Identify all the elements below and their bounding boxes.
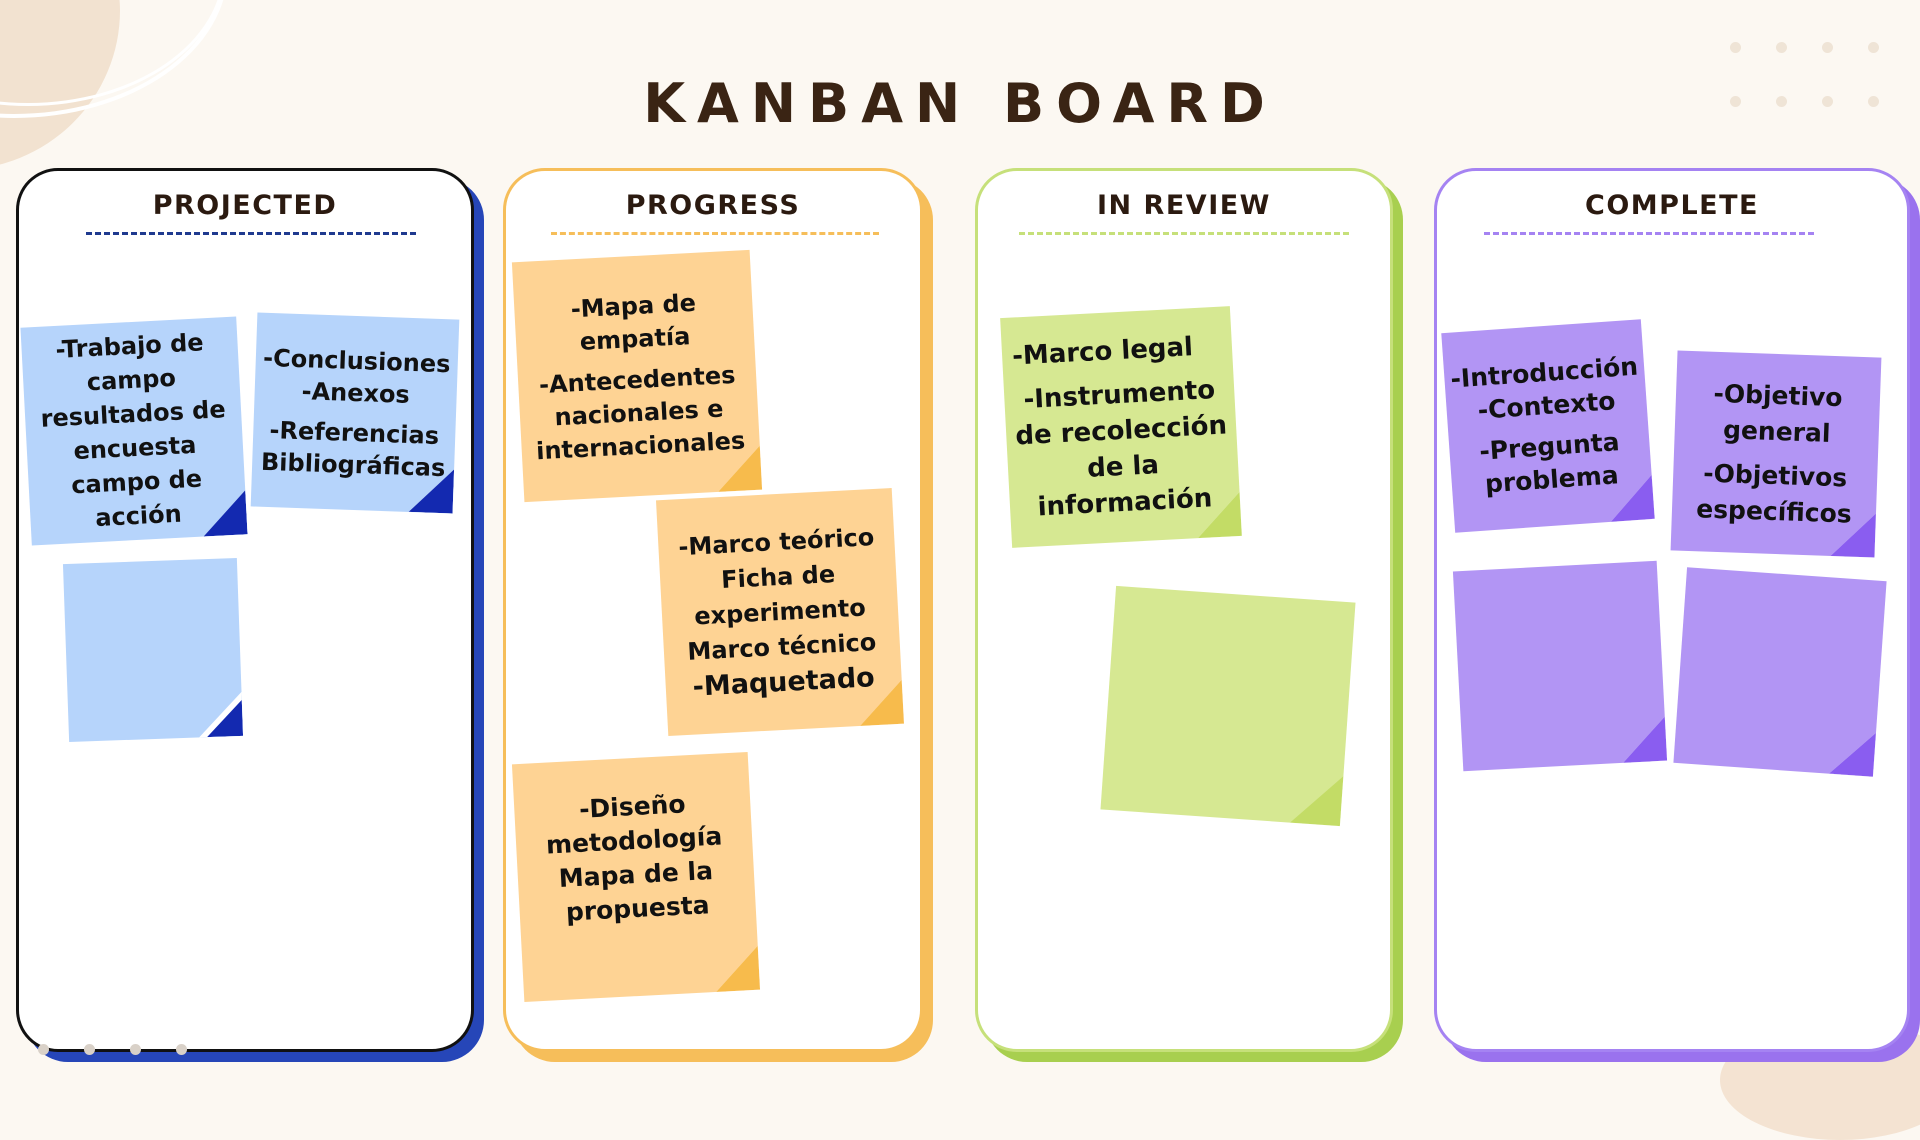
sticky-note[interactable]: -Marco legal -Instrumento de recolección… [1000,306,1242,548]
note-line: específicos [1695,494,1853,529]
column-header: PROGRESS [625,190,801,221]
note-line: -Anexos [301,377,411,409]
sticky-note[interactable]: -Marco teórico Ficha de experimento Marc… [655,487,905,737]
sticky-note[interactable]: -Conclusiones -Anexos -Referencias Bibli… [250,312,460,514]
column-header: PROJECTED [152,190,338,221]
header-divider [551,232,879,235]
header-divider [1019,232,1349,235]
note-line: Bibliográficas [260,447,446,483]
sticky-note[interactable]: -Mapa de empatía -Antecedentes nacionale… [511,249,763,503]
note-line: propuesta [565,890,711,927]
decorative-dot-row [38,1044,198,1058]
decorative-dot-grid [1730,42,1890,112]
note-line: Ficha de [720,559,836,594]
note-line: acción [94,499,183,533]
sticky-note[interactable]: -Trabajo de campo resultados de encuesta… [20,316,248,546]
note-line: -Objetivo [1713,378,1844,413]
sticky-note-empty[interactable] [62,558,243,742]
note-line: información [1036,483,1214,523]
note-fold [714,946,760,992]
note-line: de la [1086,450,1160,484]
note-line: campo de [70,464,203,500]
note-line: -Diseño [578,789,687,824]
note-line: empatía [579,321,691,356]
note-line: -Conclusiones [262,343,451,379]
note-line: campo [86,363,177,397]
sticky-note[interactable]: -Diseño metodología Mapa de la propuesta [511,751,761,1003]
header-divider [86,232,416,235]
sticky-note[interactable]: -Introducción -Contexto -Pregunta proble… [1441,319,1655,533]
note-line: -Trabajo de [54,328,205,364]
note-line: general [1722,415,1831,448]
sticky-note-empty[interactable] [1100,585,1356,827]
sticky-note-empty[interactable] [1452,560,1668,772]
note-fold [1829,730,1876,777]
note-line: -Marco legal [1011,332,1194,372]
sticky-note[interactable]: -Objetivo general -Objetivos específicos [1670,350,1882,558]
note-line: -Marco teórico [677,522,875,561]
note-line: -Objetivos [1702,458,1848,493]
board-title: KANBAN BOARD [643,72,1277,135]
note-line: resultados de [39,395,227,433]
note-fold [1621,717,1667,763]
note-fold [201,490,247,536]
column-header: COMPLETE [1585,190,1759,221]
header-divider [1484,232,1814,235]
column-header: IN REVIEW [1097,190,1271,221]
sticky-note-empty[interactable] [1673,567,1887,777]
note-fold [1290,773,1343,826]
